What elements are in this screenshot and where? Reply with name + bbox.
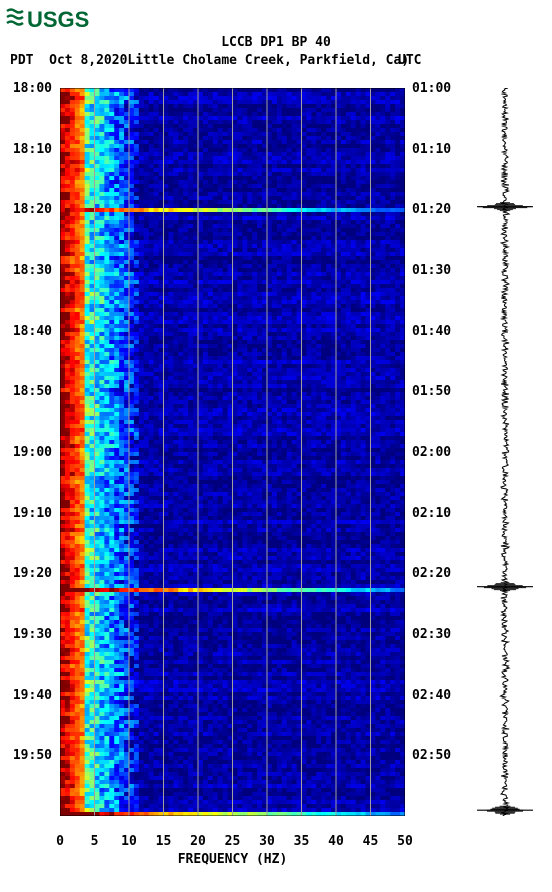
utc-label: UTC xyxy=(398,53,421,68)
right-time-tick: 02:00 xyxy=(412,445,451,460)
x-tick: 40 xyxy=(328,834,344,849)
x-tick: 5 xyxy=(91,834,99,849)
left-time-axis: 18:0018:1018:2018:3018:4018:5019:0019:10… xyxy=(8,88,56,816)
left-time-tick: 19:30 xyxy=(13,627,52,642)
right-time-tick: 01:20 xyxy=(412,202,451,217)
x-tick: 20 xyxy=(190,834,206,849)
left-time-tick: 19:20 xyxy=(13,566,52,581)
left-time-tick: 18:00 xyxy=(13,81,52,96)
left-time-tick: 18:30 xyxy=(13,263,52,278)
left-time-tick: 19:50 xyxy=(13,748,52,763)
right-time-tick: 01:10 xyxy=(412,142,451,157)
right-time-tick: 01:00 xyxy=(412,81,451,96)
x-tick: 25 xyxy=(225,834,241,849)
left-time-tick: 18:10 xyxy=(13,142,52,157)
usgs-logo: USGS xyxy=(5,5,100,38)
x-tick: 30 xyxy=(259,834,275,849)
right-time-tick: 02:10 xyxy=(412,506,451,521)
right-time-tick: 02:40 xyxy=(412,688,451,703)
pdt-label: PDT Oct 8,2020Little Cholame Creek, Park… xyxy=(10,53,409,68)
chart-title: LCCB DP1 BP 40 xyxy=(0,35,552,50)
left-time-tick: 19:40 xyxy=(13,688,52,703)
svg-text:USGS: USGS xyxy=(27,7,89,32)
left-time-tick: 18:40 xyxy=(13,324,52,339)
x-tick: 0 xyxy=(56,834,64,849)
left-time-tick: 19:10 xyxy=(13,506,52,521)
left-time-tick: 18:50 xyxy=(13,384,52,399)
right-time-tick: 01:30 xyxy=(412,263,451,278)
x-axis-label: FREQUENCY (HZ) xyxy=(178,852,288,867)
x-tick: 45 xyxy=(363,834,379,849)
waveform-panel xyxy=(475,88,535,816)
right-time-tick: 02:20 xyxy=(412,566,451,581)
right-time-tick: 01:50 xyxy=(412,384,451,399)
left-time-tick: 18:20 xyxy=(13,202,52,217)
x-tick: 15 xyxy=(156,834,172,849)
right-time-axis: 01:0001:1001:2001:3001:4001:5002:0002:10… xyxy=(408,88,456,816)
spectrogram-plot xyxy=(60,88,405,816)
right-time-tick: 02:50 xyxy=(412,748,451,763)
left-time-tick: 19:00 xyxy=(13,445,52,460)
x-tick: 35 xyxy=(294,834,310,849)
x-tick: 50 xyxy=(397,834,413,849)
x-tick: 10 xyxy=(121,834,137,849)
frequency-axis: 05101520253035404550 FREQUENCY (HZ) xyxy=(60,816,405,856)
right-time-tick: 01:40 xyxy=(412,324,451,339)
right-time-tick: 02:30 xyxy=(412,627,451,642)
chart-subtitle: Oct 8,2020Little Cholame Creek, Parkfiel… xyxy=(49,53,409,68)
